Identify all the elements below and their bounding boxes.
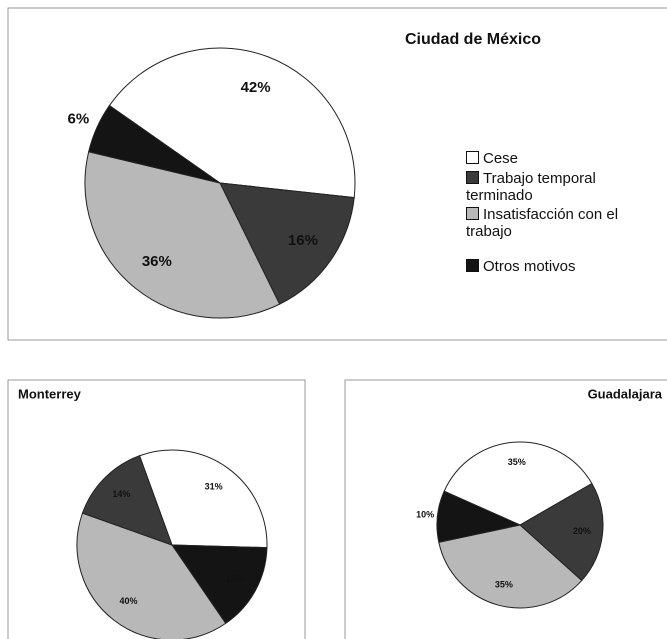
- legend-item: Insatisfacción con el trabajo: [466, 206, 666, 240]
- data-label: 35%: [508, 457, 526, 467]
- data-label: 42%: [241, 79, 271, 96]
- pie-slice: [84, 151, 281, 319]
- chart-title: Monterrey: [18, 386, 82, 401]
- legend-swatch: [466, 151, 479, 164]
- data-label: 20%: [573, 526, 591, 536]
- legend-label: Trabajo temporal terminado: [466, 170, 596, 204]
- pie-slice: [138, 449, 268, 549]
- legend-label: Otros motivos: [483, 258, 576, 275]
- data-label: 16%: [288, 232, 318, 249]
- data-label: 36%: [142, 253, 172, 270]
- chart-title: Ciudad de México: [405, 31, 541, 48]
- data-label: 14%: [112, 489, 130, 499]
- legend-swatch: [466, 207, 479, 220]
- legend-item: Cese: [466, 150, 666, 167]
- pie-slice: [436, 490, 522, 543]
- pie-slice: [219, 182, 355, 305]
- legend-label: Insatisfacción con el trabajo: [466, 206, 619, 240]
- legend-item: Trabajo temporal terminado: [466, 170, 666, 204]
- panel: [7, 7, 667, 341]
- data-label: 35%: [495, 580, 513, 590]
- pie-slice: [88, 104, 221, 184]
- pie-slice: [81, 455, 173, 546]
- legend-label: Cese: [483, 150, 519, 167]
- data-label: 40%: [120, 596, 138, 606]
- pie-slice: [438, 524, 583, 609]
- data-label: 15%: [226, 573, 244, 583]
- data-label: 10%: [416, 509, 434, 519]
- data-label: 6%: [68, 110, 90, 127]
- pie-slice: [76, 512, 227, 639]
- pie-slice: [519, 482, 604, 582]
- panel: [7, 379, 306, 639]
- panel: [344, 379, 667, 639]
- legend-item: Otros motivos: [466, 258, 666, 275]
- legend-swatch: [466, 259, 479, 272]
- data-label: 31%: [205, 482, 223, 492]
- legend-swatch: [466, 171, 479, 184]
- pie-slice: [108, 47, 356, 199]
- chart-title: Guadalajara: [588, 386, 663, 401]
- pie-slice: [171, 544, 268, 625]
